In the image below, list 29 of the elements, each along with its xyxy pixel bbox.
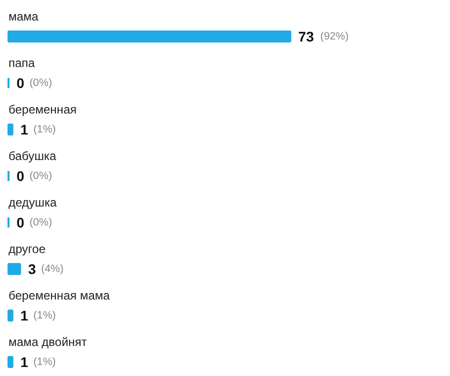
y-tick-label: беременная: [8, 102, 77, 116]
y-tick-label: другое: [8, 242, 46, 256]
annotation: (0%): [30, 77, 52, 89]
bar: [8, 124, 14, 136]
annotation: (1%): [33, 124, 56, 136]
bar: [8, 356, 14, 368]
bar: [8, 310, 14, 322]
data-label: 0: [16, 75, 24, 91]
annotation: (4%): [41, 263, 64, 275]
data-label: 3: [28, 261, 36, 277]
data-label: 1: [20, 308, 28, 324]
bar: [8, 263, 22, 275]
data-label: 73: [298, 28, 314, 44]
y-tick-label: дедушка: [8, 196, 58, 210]
annotation: (0%): [30, 216, 52, 228]
y-tick-label: беременная мама: [8, 288, 110, 302]
y-tick-label: мама двойнят: [8, 335, 88, 349]
data-label: 1: [20, 354, 28, 370]
annotation: (1%): [33, 356, 56, 368]
data-label: 0: [16, 214, 24, 230]
y-tick-label: мама: [8, 10, 39, 24]
text: (92%): [320, 30, 349, 42]
y-tick-label: бабушка: [8, 149, 57, 163]
data-label: 0: [16, 168, 24, 184]
data-label: 1: [20, 122, 28, 138]
bar: [8, 30, 292, 42]
annotation: (1%): [33, 310, 56, 322]
y-tick-label: папа: [8, 56, 36, 70]
annotation: (0%): [30, 170, 52, 182]
